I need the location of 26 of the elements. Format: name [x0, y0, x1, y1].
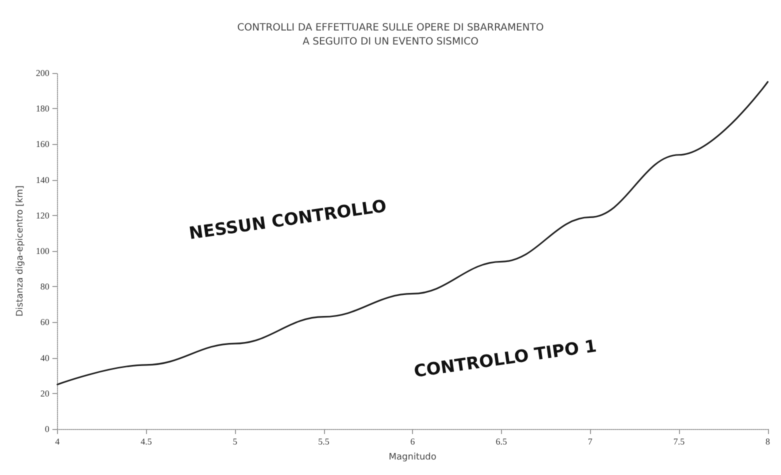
x-tick-label: 8	[766, 436, 770, 446]
x-tick-label: 7	[588, 436, 593, 446]
y-axis-title: Distanza diga-epicentro [km]	[16, 186, 26, 316]
y-tick-label: 0	[44, 424, 50, 434]
y-tick-label: 20	[40, 388, 50, 398]
x-tick-label: 5.5	[318, 436, 330, 446]
annotation: NESSUN CONTROLLO	[188, 196, 388, 244]
y-tick-label: 60	[40, 317, 50, 328]
y-tick-label: 200	[36, 68, 50, 78]
y-tick-label: 120	[36, 210, 50, 220]
x-tick-label: 7.5	[673, 436, 686, 446]
y-tick-label: 40	[40, 352, 50, 363]
chart-title: CONTROLLI DA EFFETTUARE SULLE OPERE DI SBARRAMENTO A SEGUITO DI UN EVENTO SISMICO	[237, 22, 544, 48]
annotation: CONTROLLO TIPO 1	[412, 336, 598, 382]
x-tick-label: 4.5	[140, 436, 152, 446]
x-tick-label: 6.5	[496, 436, 508, 446]
y-tick-label: 140	[36, 174, 50, 185]
y-tick-label: 100	[36, 246, 50, 256]
y-tick-label: 160	[36, 139, 50, 150]
y-tick-label: 180	[36, 104, 50, 114]
x-axis-title: Magnitudo	[388, 452, 437, 462]
x-tick-label: 6	[410, 436, 416, 446]
x-tick-label: 5	[232, 436, 238, 446]
y-tick-label: 80	[40, 282, 50, 292]
x-tick-label: 4	[55, 436, 60, 446]
line-series	[56, 81, 769, 386]
